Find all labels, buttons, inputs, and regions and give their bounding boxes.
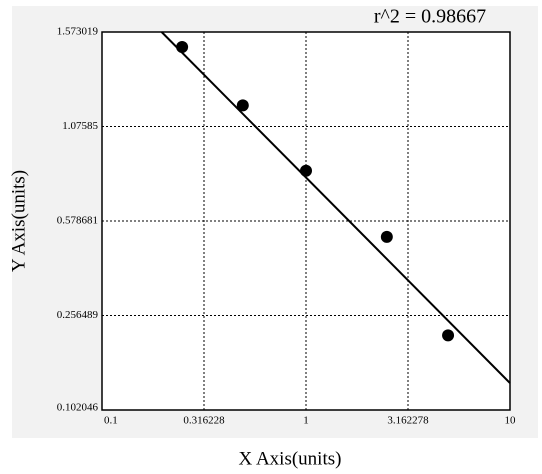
x-tick-label: 3.162278	[387, 415, 429, 427]
data-point	[176, 41, 189, 54]
x-tick-label: 10	[505, 415, 517, 427]
y-tick-label: 0.578681	[57, 215, 98, 227]
x-tick-label: 0.1	[104, 415, 118, 427]
y-tick-label: 1.573019	[57, 26, 99, 38]
x-axis-label: X Axis(units)	[239, 448, 342, 469]
data-point	[236, 99, 249, 112]
data-point	[442, 329, 455, 342]
y-axis-label: Y Axis(units)	[8, 170, 29, 272]
fit-line	[160, 31, 511, 384]
x-tick-label: 0.316228	[183, 415, 225, 427]
y-tick-label: 1.07585	[62, 120, 98, 132]
y-tick-label: 0.256489	[57, 309, 99, 321]
x-tick-label: 1	[303, 415, 309, 427]
data-point	[300, 164, 312, 177]
annotation: r^2 = 0.98667	[374, 6, 486, 28]
y-tick-label: 0.102046	[57, 402, 99, 414]
data-point	[380, 230, 393, 243]
